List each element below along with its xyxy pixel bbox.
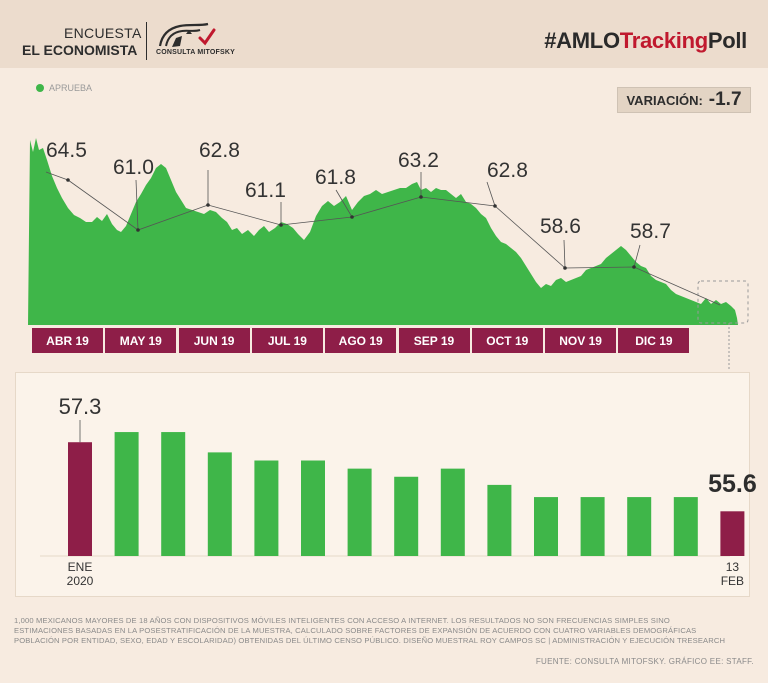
methodology-footnote: 1,000 MEXICANOS MAYORES DE 18 AÑOS CON D… xyxy=(14,616,726,645)
bar xyxy=(114,432,139,556)
month-label: MAY 19 xyxy=(105,328,177,353)
variation-value: -1.7 xyxy=(708,89,742,110)
annotation-leader xyxy=(45,171,69,181)
annotation-label: 58.7 xyxy=(630,220,671,243)
annotation-point xyxy=(493,204,497,208)
annotation-label: 61.0 xyxy=(113,156,154,179)
month-label: AGO 19 xyxy=(325,328,397,353)
annotation-label: 62.8 xyxy=(487,159,528,182)
bar xyxy=(580,497,605,556)
approval-area-series xyxy=(28,138,738,325)
bar xyxy=(207,452,232,556)
annotation-leader xyxy=(486,181,496,207)
annotation-leader xyxy=(563,239,566,269)
annotation-point xyxy=(350,215,354,219)
bar xyxy=(301,460,325,556)
annotation-label: 61.1 xyxy=(245,179,286,202)
x-label-first-line1: ENE xyxy=(68,560,93,574)
legend-dot-icon xyxy=(36,84,44,92)
month-label: JUN 19 xyxy=(178,328,250,353)
annotation-leader xyxy=(633,244,641,268)
trend-connector-line xyxy=(67,179,721,306)
last-bar-value: 55.6 xyxy=(708,470,757,498)
month-label: JUL 19 xyxy=(251,328,323,353)
first-bar-value: 57.3 xyxy=(59,394,102,419)
zoom-box xyxy=(697,280,749,324)
hashtag-suffix: Poll xyxy=(707,28,747,53)
month-label: SEP 19 xyxy=(398,328,470,353)
x-label-first-line2: 2020 xyxy=(67,574,94,588)
annotation-label: 62.8 xyxy=(199,139,240,162)
annotation-leader xyxy=(135,179,139,231)
month-axis: ABR 19 MAY 19 JUN 19 JUL 19 AGO 19 SEP 19 OCT … xyxy=(32,328,692,353)
bar xyxy=(534,497,558,556)
annotation-leader xyxy=(335,189,353,218)
bar xyxy=(347,468,372,556)
hashtag-prefix: #AMLO xyxy=(544,28,620,53)
annotation-point xyxy=(279,223,283,227)
x-label-last-line1: 13 xyxy=(726,560,740,574)
hashtag-red: Tracking xyxy=(619,28,708,53)
variation-label: VARIACIÓN: xyxy=(626,92,703,108)
month-label: OCT 19 xyxy=(471,328,543,353)
bar xyxy=(627,497,652,556)
annotation-point xyxy=(66,178,70,182)
bar xyxy=(487,484,512,556)
annotation-label: 63.2 xyxy=(398,149,439,172)
bar xyxy=(161,432,186,556)
mitofsky-logo-icon xyxy=(158,22,216,47)
hashtag-title: #AMLOTrackingPoll xyxy=(544,28,747,54)
bar xyxy=(254,460,279,556)
logo-divider xyxy=(146,22,147,60)
bar xyxy=(720,511,745,556)
survey-title-bottom: EL ECONOMISTA xyxy=(22,42,138,58)
header-bar: ENCUESTA EL ECONOMISTA CONSULTA MITOFSKY… xyxy=(0,0,768,68)
survey-title-top: ENCUESTA xyxy=(64,25,142,41)
bar xyxy=(440,468,465,556)
annotation-point xyxy=(136,228,140,232)
annotation-point xyxy=(206,203,210,207)
annotation-label: 64.5 xyxy=(46,139,87,162)
bar xyxy=(394,476,419,556)
month-label: DIC 19 xyxy=(618,328,690,353)
annotation-label: 58.6 xyxy=(540,215,581,238)
annotation-label: 61.8 xyxy=(315,166,356,189)
bar xyxy=(673,497,698,556)
bar xyxy=(68,442,92,556)
annotation-point xyxy=(419,195,423,199)
x-label-last-line2: FEB xyxy=(721,574,744,588)
legend: APRUEBA xyxy=(36,83,92,93)
source-credit: FUENTE: CONSULTA MITOFSKY. GRÁFICO EE: S… xyxy=(535,657,754,666)
legend-label: APRUEBA xyxy=(49,83,93,93)
annotation-point xyxy=(563,266,567,270)
logo-text: CONSULTA MITOFSKY xyxy=(156,49,235,56)
approval-area-chart: 64.561.062.861.161.863.2 62.858.6 58.7 xyxy=(28,138,749,370)
annotation-point xyxy=(632,265,636,269)
month-label: NOV 19 xyxy=(545,328,617,353)
variation-box: VARIACIÓN: -1.7 xyxy=(617,87,751,113)
month-label: ABR 19 xyxy=(32,328,103,353)
